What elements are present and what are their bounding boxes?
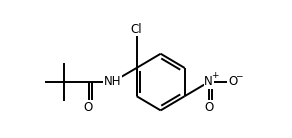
- Text: O: O: [84, 101, 93, 114]
- Text: +: +: [211, 71, 218, 80]
- Text: Cl: Cl: [131, 23, 142, 36]
- Text: −: −: [235, 71, 243, 80]
- Text: O: O: [228, 75, 237, 88]
- Text: O: O: [204, 101, 213, 114]
- Text: N: N: [204, 75, 213, 88]
- Text: NH: NH: [104, 75, 121, 88]
